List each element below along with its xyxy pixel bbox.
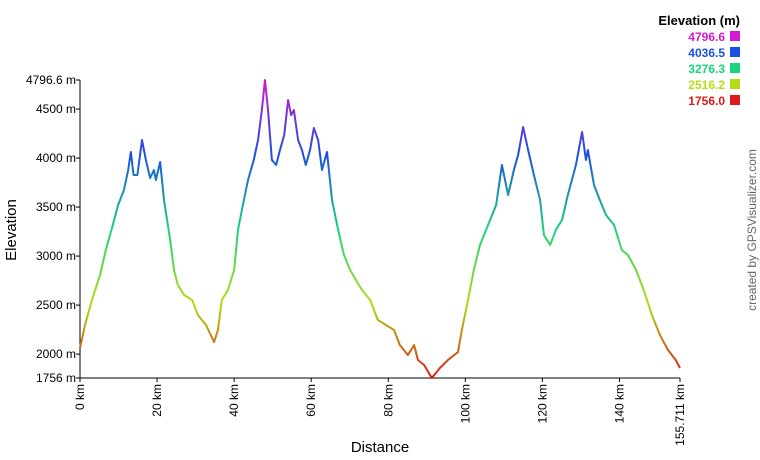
elevation-line (79, 79, 681, 379)
legend-swatch (730, 47, 740, 57)
legend-swatch (730, 95, 740, 105)
x-tick-label: 0 km (73, 384, 87, 410)
x-tick-label: 120 km (535, 384, 549, 423)
x-tick-label: 140 km (612, 384, 626, 423)
legend-title: Elevation (m) (658, 13, 740, 28)
y-tick-label: 4000 m (36, 151, 76, 165)
y-tick-label: 4500 m (36, 102, 76, 116)
x-tick-label: 100 km (458, 384, 472, 423)
y-tick-label: 3500 m (36, 200, 76, 214)
legend-label: 4796.6 (688, 30, 725, 44)
y-tick-label: 2000 m (36, 347, 76, 361)
x-tick-label: 155.711 km (673, 384, 687, 446)
y-tick-label: 2500 m (36, 298, 76, 312)
legend-swatch (730, 79, 740, 89)
x-tick-label: 20 km (150, 384, 164, 417)
x-tick-label: 60 km (304, 384, 318, 417)
x-axis-label: Distance (351, 439, 409, 456)
legend-swatch (730, 31, 740, 41)
x-tick-label: 40 km (227, 384, 241, 417)
legend-label: 3276.3 (688, 62, 725, 76)
x-tick-label: 80 km (381, 384, 395, 417)
legend-label: 1756.0 (688, 94, 725, 108)
legend-label: 2516.2 (688, 78, 725, 92)
y-tick-label: 3000 m (36, 249, 76, 263)
legend-label: 4036.5 (688, 46, 725, 60)
y-tick-label: 1756 m (36, 371, 76, 385)
credit: created by GPSVisualizer.com (745, 149, 759, 311)
legend-swatch (730, 63, 740, 73)
y-tick-label: 4796.6 m (26, 73, 76, 87)
y-axis-label: Elevation (3, 199, 20, 261)
